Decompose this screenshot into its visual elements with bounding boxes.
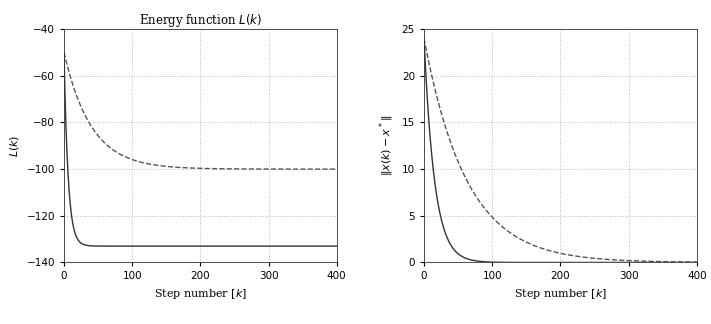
D-SP-SNN <box>333 244 341 248</box>
D-SP-SNN <box>419 37 428 40</box>
HNN-Euler <box>684 260 693 264</box>
HNN-Euler <box>537 246 545 250</box>
HNN-Euler <box>618 258 626 262</box>
Y-axis label: $\| x(k) - x^* \|$: $\| x(k) - x^* \|$ <box>378 115 396 177</box>
D-SP-SNN <box>324 244 333 248</box>
D-SP-SNN <box>60 51 68 54</box>
HNN-Euler <box>324 167 333 171</box>
X-axis label: Step number $[k]$: Step number $[k]$ <box>514 287 607 301</box>
D-SP-SNN <box>550 260 558 264</box>
D-SP-SNN <box>208 244 217 248</box>
D-SP-SNN <box>693 260 701 264</box>
D-SP-SNN <box>311 244 319 248</box>
HNN-Euler <box>174 166 183 169</box>
D-SP-SNN <box>174 244 183 248</box>
D-SP-SNN <box>258 244 267 248</box>
X-axis label: Step number $[k]$: Step number $[k]$ <box>154 287 247 301</box>
HNN-Euler <box>419 37 428 40</box>
HNN-Euler <box>670 260 679 264</box>
D-SP-SNN <box>537 260 545 264</box>
Line: HNN-Euler: HNN-Euler <box>64 52 337 169</box>
HNN-Euler <box>535 245 543 249</box>
HNN-Euler <box>189 166 198 170</box>
HNN-Euler <box>693 260 701 264</box>
D-SP-SNN <box>670 260 679 264</box>
Line: D-SP-SNN: D-SP-SNN <box>64 52 337 246</box>
HNN-Euler <box>176 166 185 169</box>
D-SP-SNN <box>618 260 626 264</box>
D-SP-SNN <box>189 244 198 248</box>
D-SP-SNN <box>684 260 693 264</box>
Y-axis label: $L(k)$: $L(k)$ <box>8 134 21 157</box>
Title: Energy function $L(k)$: Energy function $L(k)$ <box>139 12 262 29</box>
HNN-Euler <box>550 250 558 254</box>
HNN-Euler <box>60 51 68 54</box>
HNN-Euler <box>311 167 319 171</box>
D-SP-SNN <box>176 244 185 248</box>
Line: D-SP-SNN: D-SP-SNN <box>424 39 697 262</box>
D-SP-SNN <box>535 260 543 264</box>
HNN-Euler <box>258 167 267 171</box>
Line: HNN-Euler: HNN-Euler <box>424 39 697 262</box>
HNN-Euler <box>333 167 341 171</box>
